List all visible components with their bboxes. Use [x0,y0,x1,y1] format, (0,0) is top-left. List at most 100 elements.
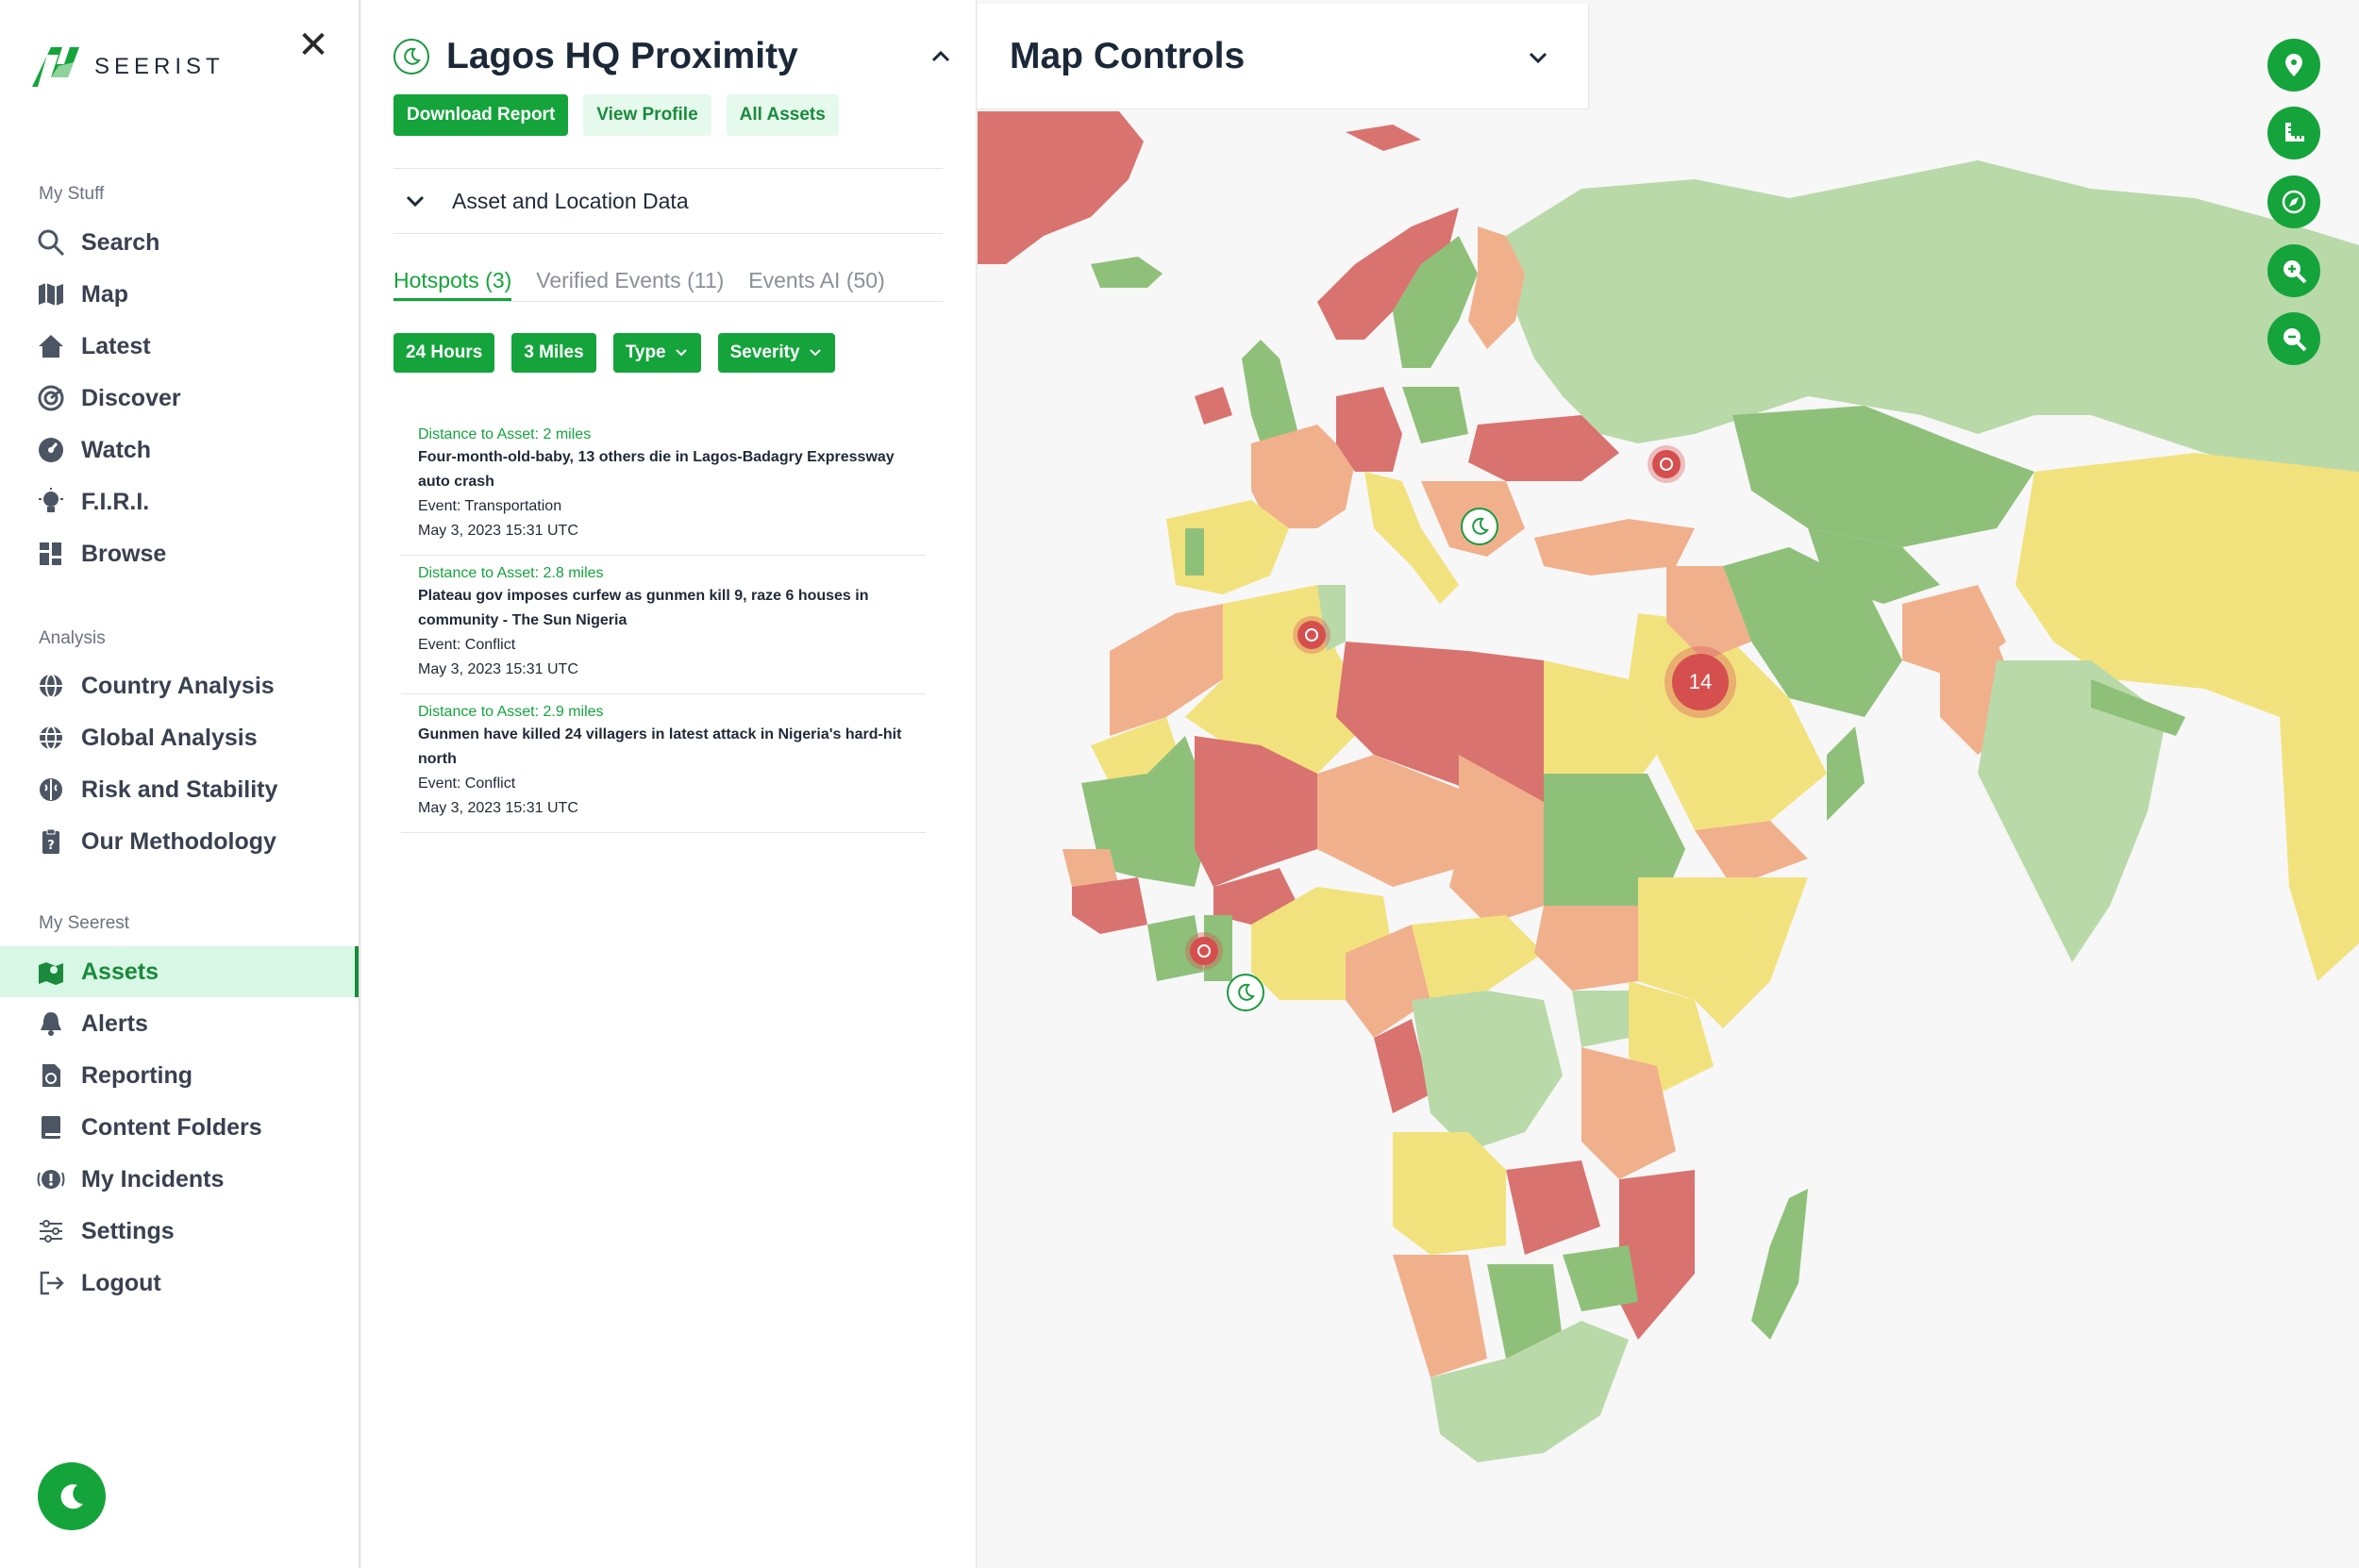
nav-item-watch[interactable]: Watch [0,425,359,475]
dark-mode-toggle[interactable] [38,1462,106,1530]
hotspot-marker[interactable] [1185,932,1223,970]
nav-item-logout[interactable]: Logout [0,1258,359,1309]
book-icon [36,1112,66,1143]
nav-item-browse[interactable]: Browse [0,528,359,579]
country-mozambique [1619,1170,1695,1340]
filter-distance[interactable]: 3 Miles [511,333,596,373]
nav-label: Logout [81,1269,161,1296]
country-nepal [2091,679,2185,736]
filter-label: Type [625,342,666,362]
brand-logo[interactable]: SEERIST [30,45,225,89]
country-yemen [1695,821,1808,887]
tab-verified-events[interactable]: Verified Events (11) [536,268,725,292]
chevron-down-icon [406,195,425,208]
chevron-up-icon[interactable] [926,42,956,72]
asset-marker[interactable] [1227,974,1264,1011]
country-ghana [1204,915,1232,981]
country-mauritania [1081,736,1213,887]
asset-marker[interactable] [1461,508,1498,545]
nav-item-reporting[interactable]: Reporting [0,1050,359,1101]
hotspot-marker-inner [1652,450,1681,478]
country-somalia [1695,877,1808,1028]
event-time: May 3, 2023 15:31 UTC [418,661,578,677]
nav-label: Risk and Stability [81,776,278,803]
sliders-icon [36,1216,66,1246]
nav-label: F.I.R.I. [81,488,150,515]
country-iraq [1666,566,1751,660]
nav-item-global-analysis[interactable]: Global Analysis [0,712,359,763]
nav-label: Browse [81,540,167,567]
download-report-button[interactable]: Download Report [393,94,569,136]
compass-button[interactable] [2267,175,2320,228]
nav-item-discover[interactable]: Discover [0,373,359,424]
event-headline[interactable]: Four-month-old-baby, 13 others die in La… [418,449,895,490]
nav-item-country-analysis[interactable]: Country Analysis [0,660,359,711]
drop-pin-button[interactable] [2267,39,2320,92]
asset-status-icon [393,39,429,75]
hotspot-marker[interactable] [1293,616,1330,654]
country-gabon [1374,1019,1430,1113]
nav-item-map[interactable]: Map [0,269,359,320]
close-sidebar-button[interactable]: ✕ [297,25,329,66]
filter-type-dropdown[interactable]: Type [612,333,701,373]
country-madagascar [1751,1189,1808,1340]
country-south-sudan [1534,906,1638,991]
zoom-in-button[interactable] [2267,244,2320,297]
country-namibia [1393,1255,1487,1377]
all-assets-button[interactable]: All Assets [726,94,839,136]
nav-item-latest[interactable]: Latest [0,321,359,372]
zoom-out-icon [2284,328,2307,352]
filter-label: 3 Miles [524,342,584,362]
nav-label: Settings [81,1217,175,1244]
event-item[interactable]: Distance to Asset: 2.9 miles Gunmen have… [401,694,926,833]
nav-item-risk-stability[interactable]: Risk and Stability [0,764,359,815]
chevron-down-icon[interactable] [1524,43,1552,72]
tab-events-ai[interactable]: Events AI (50) [748,268,885,292]
moon-icon [60,1484,83,1510]
bell-icon [36,1009,66,1039]
country-svalbard [1346,125,1421,151]
zoom-out-button[interactable] [2267,312,2320,365]
filter-time-range[interactable]: 24 Hours [393,333,495,373]
cluster-count: 14 [1688,670,1713,693]
chevron-down-icon [675,349,687,357]
country-finland [1468,226,1525,349]
hotspot-marker[interactable] [1648,445,1685,483]
hotspot-cluster-inner: 14 [1672,654,1729,710]
seerist-logo-icon [32,47,79,87]
event-headline[interactable]: Gunmen have killed 24 villagers in lates… [418,726,902,767]
event-item[interactable]: Distance to Asset: 2 miles Four-month-ol… [401,417,926,556]
country-russia [1506,160,2359,491]
country-morocco [1110,604,1223,736]
asset-location-section-toggle[interactable]: Asset and Location Data [393,168,943,234]
nav-item-content-folders[interactable]: Content Folders [0,1102,359,1153]
section-title-my-stuff: My Stuff [39,184,105,204]
search-icon [36,227,66,258]
country-seasia [2280,679,2359,981]
nav-item-my-incidents[interactable]: My Incidents [0,1154,359,1205]
nav-item-assets[interactable]: Assets [0,946,359,997]
view-profile-button[interactable]: View Profile [583,94,711,136]
nav-item-methodology[interactable]: ? Our Methodology [0,816,359,867]
panel-header: Lagos HQ Proximity [393,30,956,83]
nav-item-alerts[interactable]: Alerts [0,998,359,1049]
measure-button[interactable] [2267,107,2320,159]
event-headline[interactable]: Plateau gov imposes curfew as gunmen kil… [418,588,869,628]
nav-item-firi[interactable]: F.I.R.I. [0,476,359,527]
tab-hotspots[interactable]: Hotspots (3) [393,268,512,301]
filter-bar: 24 Hours 3 Miles Type Severity [393,333,835,373]
event-item[interactable]: Distance to Asset: 2.8 miles Plateau gov… [401,556,926,694]
world-map-canvas[interactable] [978,0,2359,1568]
filter-severity-dropdown[interactable]: Severity [717,333,835,373]
hotspot-cluster[interactable]: 14 [1665,646,1736,718]
nav-item-search[interactable]: Search [0,217,359,268]
country-india [1978,660,2167,962]
nav-item-settings[interactable]: Settings [0,1206,359,1257]
map-controls-header[interactable]: Map Controls [978,4,1589,109]
risk-map[interactable]: Map Controls 14 [978,0,2359,1568]
panel-title: Lagos HQ Proximity [446,36,798,76]
clipboard-question-icon: ? [36,826,66,857]
nav-label: Reporting [81,1061,193,1089]
event-distance: Distance to Asset: 2.9 miles [418,704,604,720]
country-libya [1336,642,1544,802]
